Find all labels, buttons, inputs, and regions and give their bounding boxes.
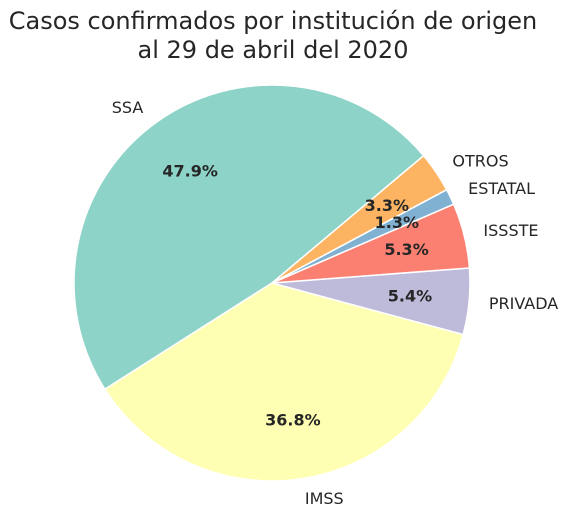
slice-label-imss: IMSS — [305, 489, 344, 508]
slice-label-privada: PRIVADA — [489, 294, 558, 313]
pie-slices — [73, 84, 471, 482]
slice-percent-privada: 5.4% — [388, 286, 432, 305]
pie-labels: SSA 47.9% IMSS 36.8% PRIVADA 5.4% ISSSTE 5.3% ES… — [112, 98, 558, 508]
pie-slice-imss — [103, 282, 465, 482]
slice-percent-estatal: 1.3% — [375, 213, 419, 232]
slice-label-issste: ISSSTE — [483, 221, 538, 240]
slice-label-otros: OTROS — [452, 152, 508, 171]
slice-label-ssa: SSA — [112, 98, 144, 117]
chart-title-line-1: Casos confirmados por institución de ori… — [9, 7, 538, 35]
slice-percent-imss: 36.8% — [265, 411, 321, 430]
pie-slice-ssa — [73, 84, 425, 391]
slice-percent-issste: 5.3% — [384, 240, 428, 259]
slice-percent-ssa: 47.9% — [162, 162, 218, 181]
slice-percent-otros: 3.3% — [365, 196, 409, 215]
chart-title-line-2: al 29 de abril del 2020 — [138, 36, 409, 64]
pie-slice-otros — [271, 154, 448, 284]
slice-label-estatal: ESTATAL — [468, 179, 535, 198]
